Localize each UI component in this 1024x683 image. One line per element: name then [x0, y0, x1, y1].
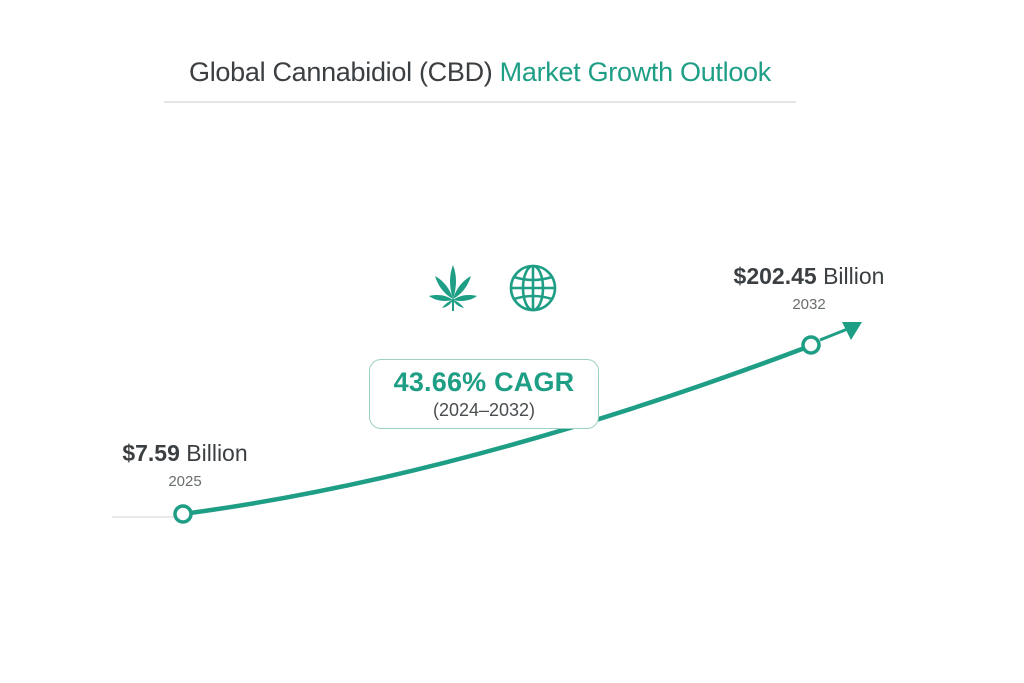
cagr-rate: 43.66% CAGR: [393, 367, 575, 397]
end-label: $202.45 Billion 2032: [718, 263, 900, 313]
growth-curve: [187, 346, 805, 516]
title-accent: Market Growth Outlook: [499, 57, 772, 87]
cagr-period: (2024–2032): [432, 400, 536, 420]
start-value: $7.59 Billion: [110, 440, 260, 467]
end-year: 2032: [792, 296, 826, 313]
arrow-head-icon: [842, 322, 862, 340]
cannabis-leaf-icon: [429, 265, 477, 311]
end-amount: $202.45: [733, 263, 817, 289]
arrow-shaft: [819, 326, 851, 342]
start-marker: [173, 504, 193, 524]
page-title: Global Cannabidiol (CBD) Market Growth O…: [0, 57, 960, 88]
end-unit: Billion: [823, 263, 885, 289]
start-label: $7.59 Billion 2025: [110, 440, 260, 490]
start-year: 2025: [168, 473, 202, 490]
cagr-callout: 43.66% CAGR (2024–2032): [369, 359, 599, 429]
title-main: Global Cannabidiol (CBD): [189, 57, 493, 87]
title-divider: [164, 101, 796, 103]
end-value: $202.45 Billion: [718, 263, 900, 290]
start-unit: Billion: [186, 440, 248, 466]
globe-icon: [509, 264, 557, 312]
start-amount: $7.59: [122, 440, 180, 466]
end-marker: [801, 335, 821, 355]
